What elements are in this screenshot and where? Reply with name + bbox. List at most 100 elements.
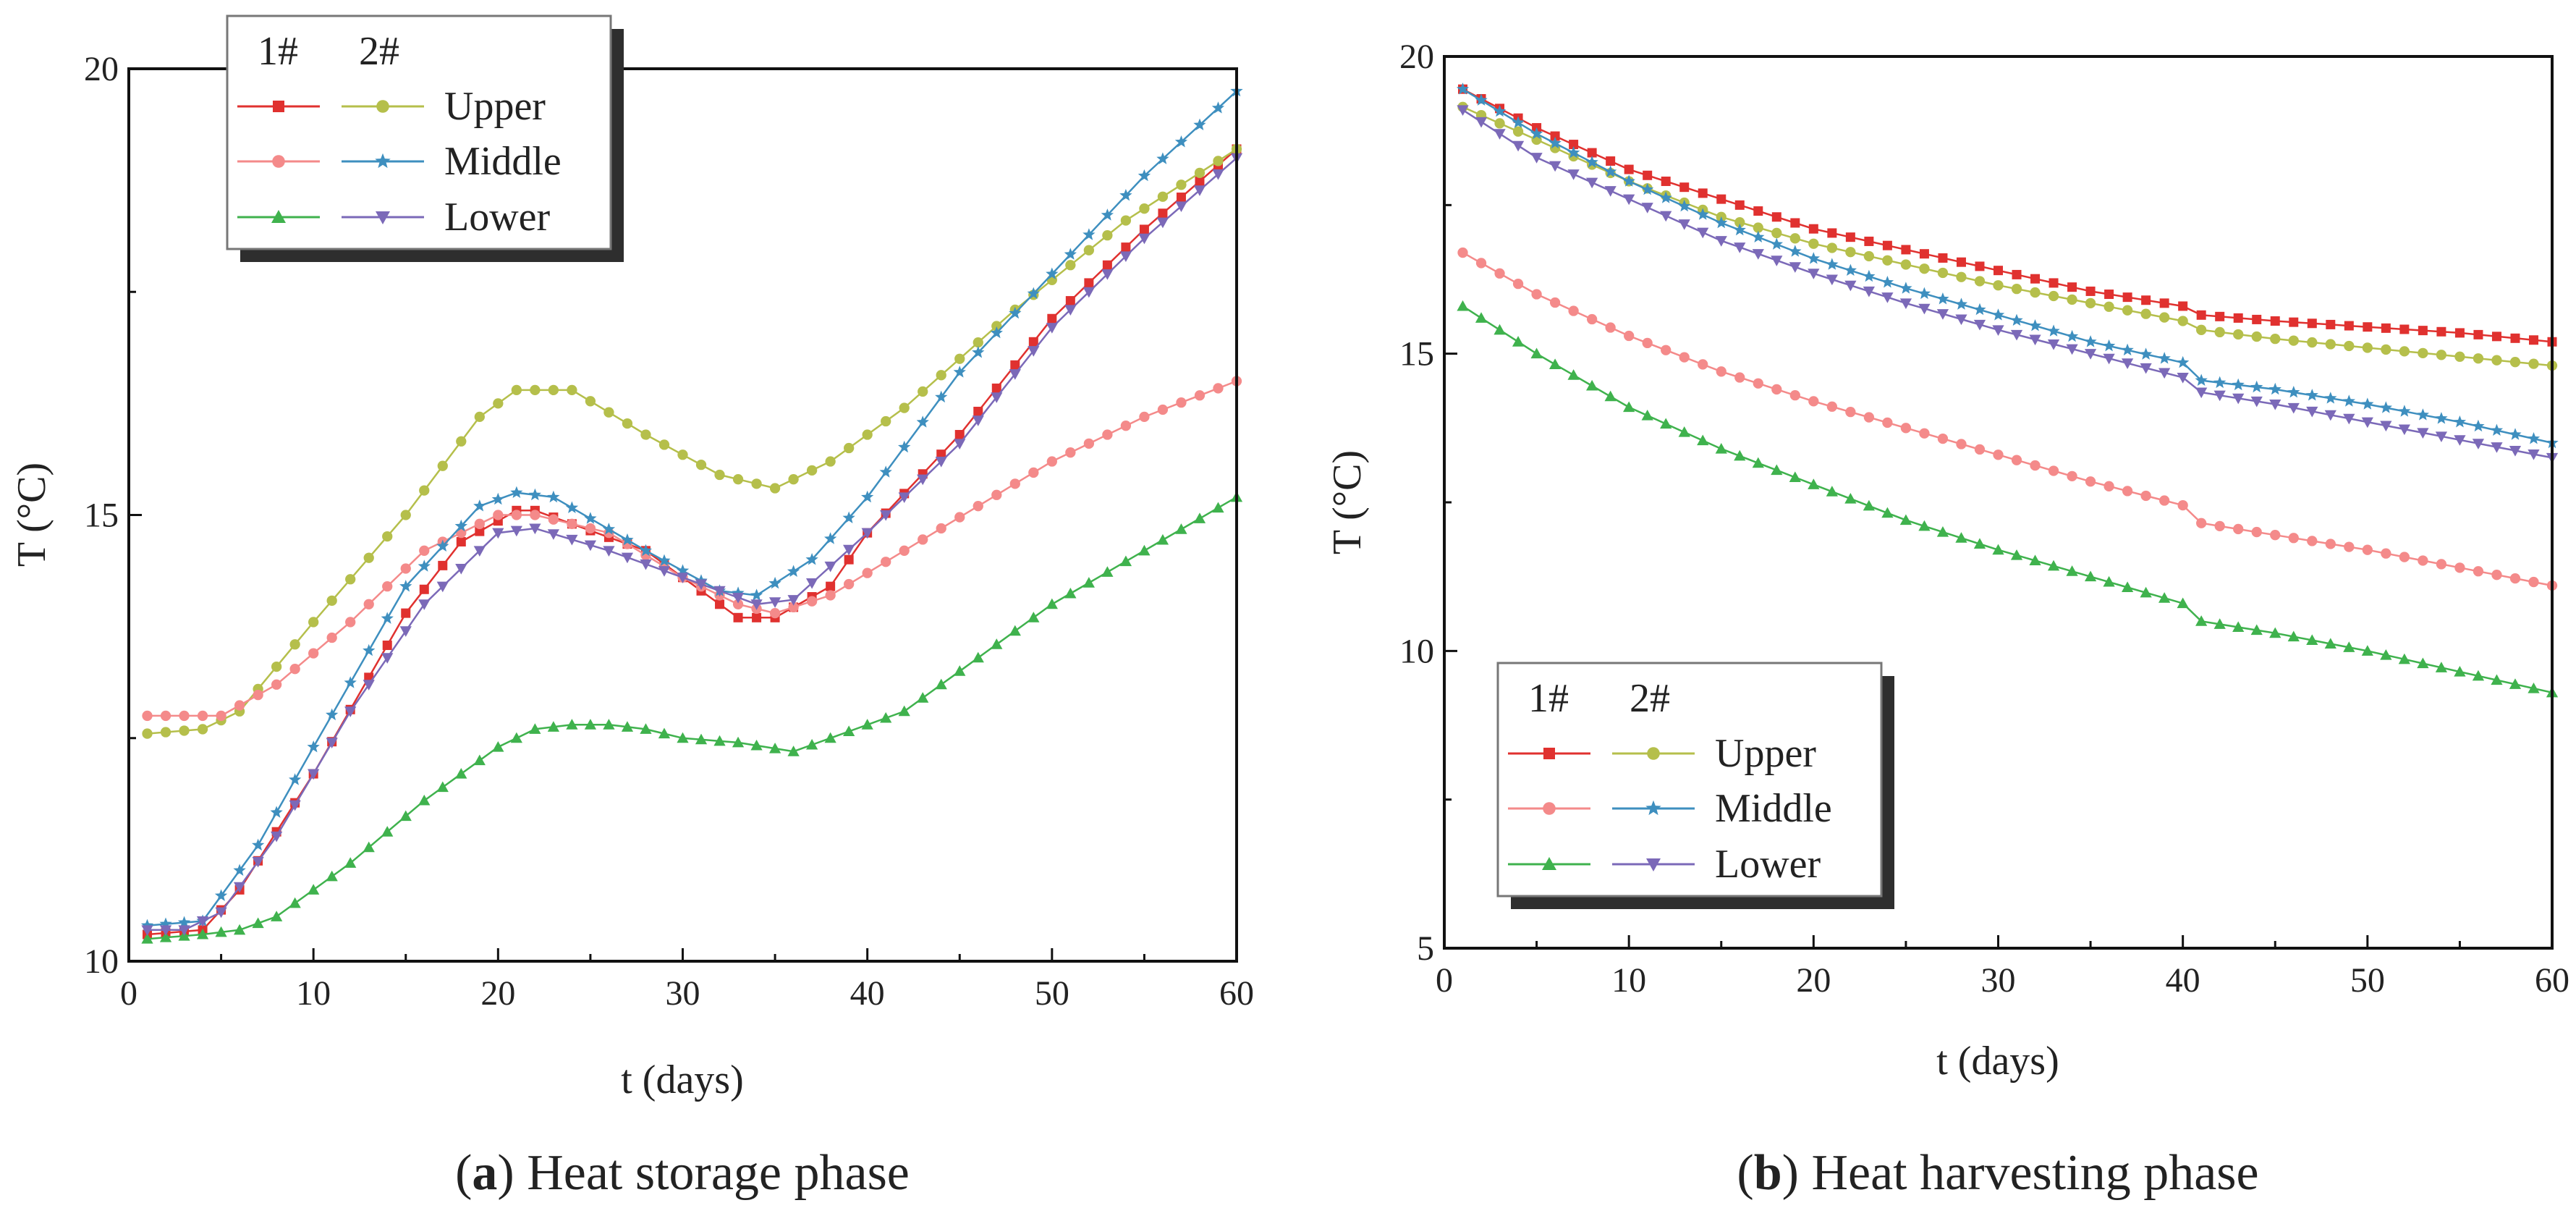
data-point [1605,322,1616,333]
data-point [844,554,854,565]
data-point [972,651,984,663]
data-point [326,708,339,721]
data-point [695,733,708,745]
data-point [880,510,892,521]
data-point [2047,560,2060,571]
data-point [1047,313,1057,324]
data-point [1586,177,1598,189]
data-point [2084,335,2097,347]
data-point [382,641,392,651]
data-point [529,723,541,734]
data-point [935,457,947,468]
data-point [1624,164,1634,174]
data-point [2010,329,2023,341]
data-point [270,806,283,818]
data-point [1212,502,1224,513]
data-point [2268,382,2281,395]
chart-a-legend: 1# 2# Upper Middle Lower [226,14,624,262]
data-point [1065,447,1076,458]
data-point [1954,297,1968,310]
data-point [2085,286,2096,296]
data-point [640,429,651,440]
data-point [2178,301,2188,311]
data-point [1789,245,1802,257]
caption-a: (a) Heat storage phase [455,1145,910,1201]
data-point [1530,347,1543,359]
data-point [2269,627,2281,638]
data-point [862,567,873,578]
x-tick-label: 50 [2350,961,2385,1000]
data-point [2307,536,2318,546]
data-point [1752,230,1765,242]
data-point [973,337,983,348]
data-point [1193,118,1206,130]
data-point [2306,634,2318,646]
data-point [1157,404,1169,415]
data-point [1975,261,1985,271]
data-point [1753,378,1763,389]
data-point [399,626,412,637]
data-point [2380,649,2392,660]
data-point [1101,269,1114,280]
data-point [419,485,430,496]
data-point [1733,223,1746,236]
chart-a-xlabel: t (days) [621,1057,744,1102]
data-point [1771,227,1782,239]
legend-box [1496,662,1883,898]
data-point [1065,260,1076,271]
data-point [603,546,615,557]
data-point [1641,182,1654,195]
data-point [1973,303,1986,316]
data-point [289,897,301,908]
data-point [1752,457,1764,468]
data-point [1937,267,1949,279]
data-point [399,810,412,822]
data-point [454,519,467,532]
data-point [1918,287,1931,300]
data-point [1119,251,1132,263]
data-point [2287,630,2300,642]
data-point [2509,357,2521,368]
data-point [1567,146,1580,159]
data-point [2141,295,2151,305]
data-point [2510,333,2520,343]
data-point [2324,638,2336,649]
data-point [326,738,338,749]
data-point [1845,232,1855,242]
data-point [436,781,449,793]
data-point [1175,523,1187,534]
data-point [141,925,153,936]
data-point [1973,319,1986,331]
data-point [2472,439,2485,449]
data-point [2048,290,2059,302]
data-point [881,557,891,567]
data-point [2028,319,2042,332]
data-point [438,560,448,570]
data-point [345,617,356,628]
data-point [455,767,467,779]
data-point [2085,297,2096,309]
data-point [584,512,597,524]
y-tick-label: 20 [1399,38,1434,76]
data-point [1753,206,1763,216]
data-point [1009,369,1021,380]
data-point [2232,378,2245,391]
data-point [751,478,762,489]
data-point [233,924,246,935]
data-point [750,588,763,601]
legend-marker [376,100,389,113]
data-point [1567,369,1580,380]
data-point [1716,366,1726,377]
data-point [2011,283,2022,295]
data-point [1716,194,1726,204]
data-point [1193,185,1206,196]
data-point [419,584,429,594]
data-point [2048,465,2059,476]
x-tick-label: 30 [666,974,700,1013]
data-point [768,597,781,608]
data-point [936,370,946,381]
data-point [1826,274,1838,286]
data-point [1046,456,1057,467]
data-point [2140,347,2153,360]
data-point [547,529,560,540]
